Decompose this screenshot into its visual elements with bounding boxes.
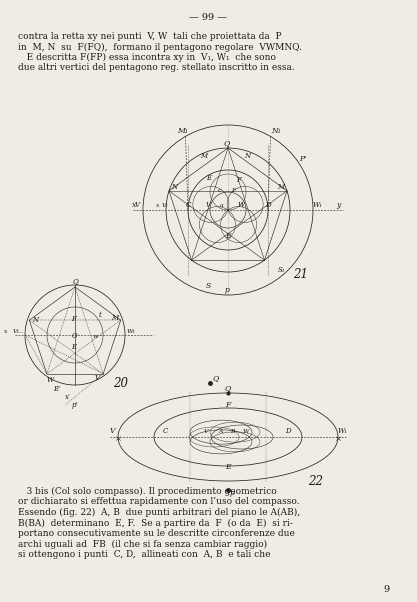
Text: P': P' bbox=[299, 155, 306, 163]
Text: N: N bbox=[244, 152, 250, 160]
Text: a: a bbox=[220, 203, 224, 208]
Text: p: p bbox=[230, 489, 235, 497]
Text: c: c bbox=[218, 188, 221, 193]
Text: V₁: V₁ bbox=[13, 329, 20, 334]
Text: in  M, N  su  F(FQ),  formano il pentagono regolare  VWMNQ.: in M, N su F(FQ), formano il pentagono r… bbox=[18, 43, 302, 52]
Text: V₁: V₁ bbox=[162, 203, 169, 208]
Text: 21: 21 bbox=[293, 268, 308, 281]
Text: contra la retta xy nei punti  V, W  tali che proiettata da  P: contra la retta xy nei punti V, W tali c… bbox=[18, 32, 281, 41]
Text: Essendo (fig. 22)  A, B  due punti arbitrari del piano le A(AB),: Essendo (fig. 22) A, B due punti arbitra… bbox=[18, 508, 300, 517]
Text: 20: 20 bbox=[113, 377, 128, 390]
Text: t: t bbox=[99, 311, 102, 319]
Text: E: E bbox=[206, 174, 211, 182]
Text: portano consecutivamente su le descritte circonferenze due: portano consecutivamente su le descritte… bbox=[18, 529, 295, 538]
Text: p': p' bbox=[72, 401, 78, 409]
Text: Q: Q bbox=[225, 384, 231, 392]
Text: D: D bbox=[265, 201, 271, 209]
Text: F: F bbox=[225, 401, 230, 409]
Text: ×: × bbox=[335, 435, 342, 443]
Text: V: V bbox=[204, 429, 208, 434]
Text: M: M bbox=[200, 152, 207, 160]
Text: 3 bis (Col solo compasso). Il procedimento geometrico: 3 bis (Col solo compasso). Il procedimen… bbox=[18, 487, 277, 496]
Text: E descritta F(FP) essa incontra xy in  V₁, W₁  che sono: E descritta F(FP) essa incontra xy in V₁… bbox=[18, 53, 276, 62]
Text: V: V bbox=[95, 374, 100, 382]
Text: E': E' bbox=[53, 385, 60, 393]
Text: M: M bbox=[277, 183, 284, 191]
Text: W₁: W₁ bbox=[127, 329, 136, 334]
Text: archi uguali ad  FB  (il che si fa senza cambiar raggio): archi uguali ad FB (il che si fa senza c… bbox=[18, 539, 267, 548]
Text: 22: 22 bbox=[308, 475, 323, 488]
Text: Q: Q bbox=[224, 139, 230, 147]
Text: Q: Q bbox=[72, 277, 78, 285]
Text: — 99 —: — 99 — bbox=[189, 13, 227, 22]
Text: V: V bbox=[135, 201, 140, 209]
Text: x: x bbox=[132, 201, 136, 209]
Text: x': x' bbox=[65, 393, 71, 401]
Text: A: A bbox=[218, 429, 223, 434]
Text: ...: ... bbox=[17, 329, 23, 334]
Text: x: x bbox=[156, 203, 159, 208]
Text: C: C bbox=[163, 427, 168, 435]
Text: F: F bbox=[231, 188, 235, 193]
Text: si ottengono i punti  C, D,  allineati con  A, B  e tali che: si ottengono i punti C, D, allineati con… bbox=[18, 550, 271, 559]
Text: M₁: M₁ bbox=[178, 128, 188, 135]
Text: 9: 9 bbox=[384, 586, 390, 595]
Text: N: N bbox=[32, 316, 38, 324]
Text: W: W bbox=[46, 376, 53, 384]
Text: p: p bbox=[225, 286, 230, 294]
Text: ×: × bbox=[115, 435, 122, 443]
Text: N: N bbox=[171, 183, 177, 191]
Text: or dichiarato si effettua rapidamente con l’uso del compasso.: or dichiarato si effettua rapidamente co… bbox=[18, 497, 300, 506]
Text: S: S bbox=[206, 282, 211, 290]
Text: W₁: W₁ bbox=[338, 427, 348, 435]
Text: due altri vertici del pentagono reg. stellato inscritto in essa.: due altri vertici del pentagono reg. ste… bbox=[18, 63, 295, 72]
Text: V: V bbox=[110, 427, 116, 435]
Text: B: B bbox=[230, 429, 235, 434]
Text: W: W bbox=[243, 429, 249, 434]
Text: D: D bbox=[285, 427, 291, 435]
Text: E: E bbox=[71, 343, 76, 351]
Text: C: C bbox=[186, 201, 191, 209]
Text: V: V bbox=[206, 201, 211, 209]
Text: y: y bbox=[336, 201, 340, 209]
Text: W₁: W₁ bbox=[313, 201, 323, 209]
Text: S₁: S₁ bbox=[278, 266, 286, 274]
Text: Q: Q bbox=[213, 374, 219, 382]
Text: w: w bbox=[93, 334, 98, 339]
Text: E: E bbox=[225, 463, 231, 471]
Text: x: x bbox=[4, 329, 8, 334]
Text: F: F bbox=[71, 315, 76, 323]
Text: M: M bbox=[111, 314, 118, 322]
Text: B(BA)  determinano  E, F.  Se a partire da  F  (o da  E)  si ri-: B(BA) determinano E, F. Se a partire da … bbox=[18, 518, 293, 527]
Text: E: E bbox=[225, 232, 231, 240]
Text: N₁: N₁ bbox=[271, 128, 281, 135]
Text: F: F bbox=[236, 176, 241, 184]
Text: W: W bbox=[238, 201, 245, 209]
Text: O: O bbox=[72, 332, 78, 340]
